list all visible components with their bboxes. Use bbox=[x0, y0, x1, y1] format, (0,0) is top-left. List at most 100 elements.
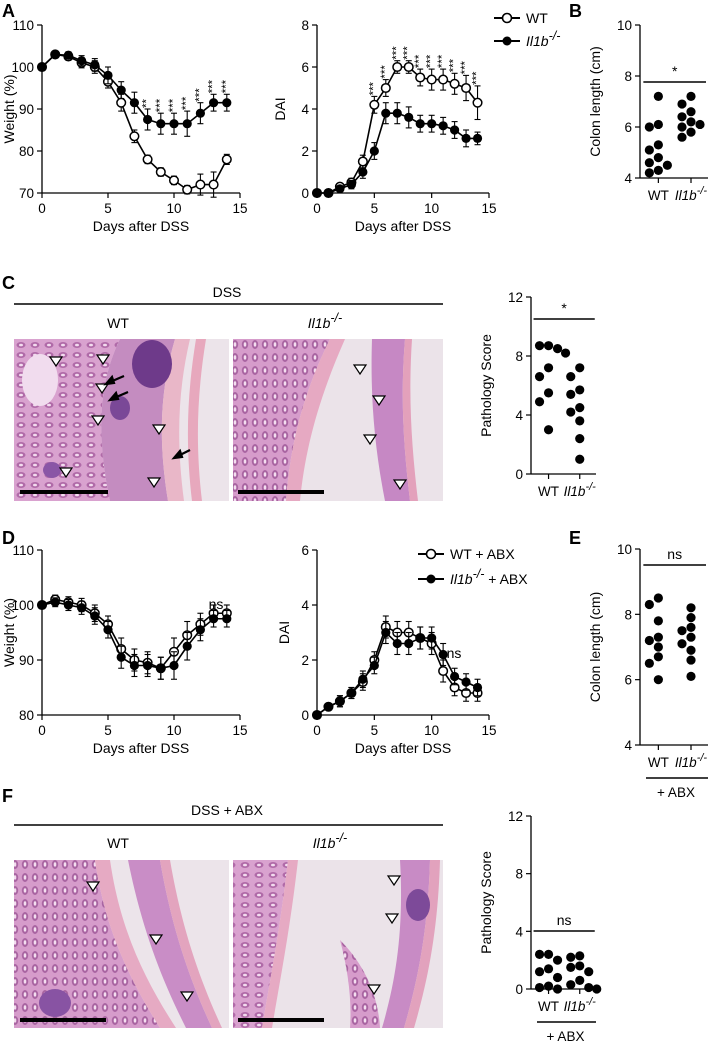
x-axis-label: Days after DSS bbox=[355, 218, 451, 234]
data-point bbox=[543, 388, 554, 398]
data-point-open bbox=[438, 665, 449, 677]
x-tick-label: 15 bbox=[481, 723, 496, 738]
significance-label: ns bbox=[667, 546, 682, 562]
significance-label: ns bbox=[447, 645, 462, 661]
x-tick-label: 15 bbox=[481, 201, 496, 216]
data-point-filled bbox=[77, 603, 87, 613]
data-point bbox=[566, 952, 576, 962]
data-point-open bbox=[380, 82, 391, 94]
significance-stars: *** bbox=[208, 79, 220, 93]
data-point-filled bbox=[222, 614, 232, 624]
data-point-filled bbox=[438, 649, 448, 660]
data-point-filled bbox=[392, 108, 402, 118]
data-point-open bbox=[426, 74, 437, 85]
data-point bbox=[686, 127, 696, 137]
y-tick-label: 90 bbox=[19, 653, 34, 668]
data-point bbox=[534, 372, 545, 382]
data-point-filled bbox=[461, 133, 471, 143]
significance-stars: *** bbox=[391, 46, 403, 60]
data-point bbox=[653, 616, 663, 626]
data-point-filled bbox=[312, 710, 322, 720]
data-point-open bbox=[438, 74, 449, 85]
data-point-filled bbox=[90, 60, 100, 70]
data-point bbox=[653, 593, 663, 603]
y-tick-label: 2 bbox=[301, 144, 309, 159]
data-point-filled bbox=[103, 70, 113, 80]
x-tick-label: 10 bbox=[424, 723, 439, 738]
data-point-filled bbox=[222, 98, 232, 108]
x-axis-label: Days after DSS bbox=[355, 740, 451, 756]
data-point-open bbox=[221, 154, 232, 165]
data-point-filled bbox=[404, 638, 414, 649]
legend-d-ko-label: Il1b-/- + ABX bbox=[450, 567, 528, 587]
x-tick-label: 5 bbox=[104, 723, 112, 738]
significance-stars: *** bbox=[426, 54, 438, 68]
data-point bbox=[552, 984, 563, 994]
significance-stars: *** bbox=[155, 98, 167, 112]
data-point bbox=[543, 949, 554, 960]
y-axis-label: Weight (%) bbox=[1, 598, 17, 667]
data-point-filled bbox=[427, 119, 437, 129]
y-axis-label: Colon length (cm) bbox=[587, 46, 603, 157]
data-point-filled bbox=[415, 119, 425, 129]
significance-label: ns bbox=[557, 912, 572, 928]
y-tick-label: 8 bbox=[624, 69, 632, 84]
data-point-filled bbox=[195, 108, 205, 118]
legend-a-wt-label: WT bbox=[526, 10, 548, 26]
data-point bbox=[653, 153, 663, 163]
x-tick-label: Il1b-/- bbox=[564, 996, 597, 1014]
y-tick-label: 0 bbox=[515, 467, 523, 482]
arrowheads-f-ko bbox=[366, 875, 402, 996]
data-point bbox=[566, 372, 576, 382]
data-point bbox=[677, 112, 687, 122]
data-point-filled bbox=[346, 180, 356, 190]
micrograph-c-ko bbox=[233, 339, 443, 501]
data-point bbox=[566, 407, 576, 417]
data-point bbox=[543, 363, 554, 373]
y-axis-label: DAI bbox=[276, 621, 292, 644]
data-point-filled bbox=[50, 49, 60, 60]
x-tick-label: 0 bbox=[38, 201, 46, 216]
x-tick-label: 5 bbox=[104, 201, 112, 216]
data-point-filled bbox=[450, 125, 460, 135]
panel-f-ko-label: Il1b-/- bbox=[313, 831, 347, 851]
panel-c-ko-label: Il1b-/- bbox=[308, 311, 342, 331]
data-point bbox=[644, 122, 654, 132]
data-point bbox=[575, 385, 585, 395]
y-tick-label: 110 bbox=[12, 18, 34, 33]
chart-f-pathology: 0 4 8 12 Pathology Score WT Il1b-/- ns + ABX bbox=[478, 809, 602, 1044]
x-tick-label: Il1b-/- bbox=[675, 752, 708, 770]
data-point-filled bbox=[195, 625, 205, 635]
data-point-filled bbox=[392, 638, 402, 649]
data-point-filled bbox=[358, 674, 368, 684]
y-tick-label: 2 bbox=[301, 653, 309, 668]
chart-d-dai: 0 2 4 6 0 5 10 15 Days after DSS DAI ns bbox=[276, 543, 497, 756]
legend-a-ko-marker bbox=[502, 36, 512, 46]
data-point bbox=[644, 168, 654, 178]
data-point-filled bbox=[50, 597, 60, 607]
significance-stars: *** bbox=[437, 54, 449, 68]
significance-stars: *** bbox=[380, 65, 392, 79]
x-tick-label: 0 bbox=[313, 723, 321, 738]
data-point-open bbox=[369, 99, 380, 110]
y-tick-label: 8 bbox=[515, 349, 523, 364]
y-tick-label: 4 bbox=[301, 102, 309, 117]
data-point bbox=[534, 949, 545, 960]
data-point-filled bbox=[37, 62, 47, 72]
data-point bbox=[566, 980, 576, 990]
data-point bbox=[644, 635, 654, 646]
data-point bbox=[653, 140, 663, 150]
legend-d: WT + ABX Il1b-/- + ABX bbox=[418, 546, 528, 587]
data-point bbox=[575, 363, 585, 373]
data-point bbox=[543, 341, 554, 351]
data-point-open bbox=[116, 97, 127, 108]
y-tick-label: 12 bbox=[508, 809, 523, 824]
data-point-open bbox=[195, 179, 206, 190]
y-tick-label: 4 bbox=[624, 171, 632, 186]
y-tick-label: 4 bbox=[515, 924, 523, 939]
micrograph-f-ko bbox=[233, 860, 443, 1028]
data-point-open bbox=[129, 131, 140, 142]
data-point bbox=[677, 639, 687, 649]
data-point-open bbox=[472, 97, 483, 108]
panel-c-header: DSS WT Il1b-/- bbox=[14, 284, 443, 331]
